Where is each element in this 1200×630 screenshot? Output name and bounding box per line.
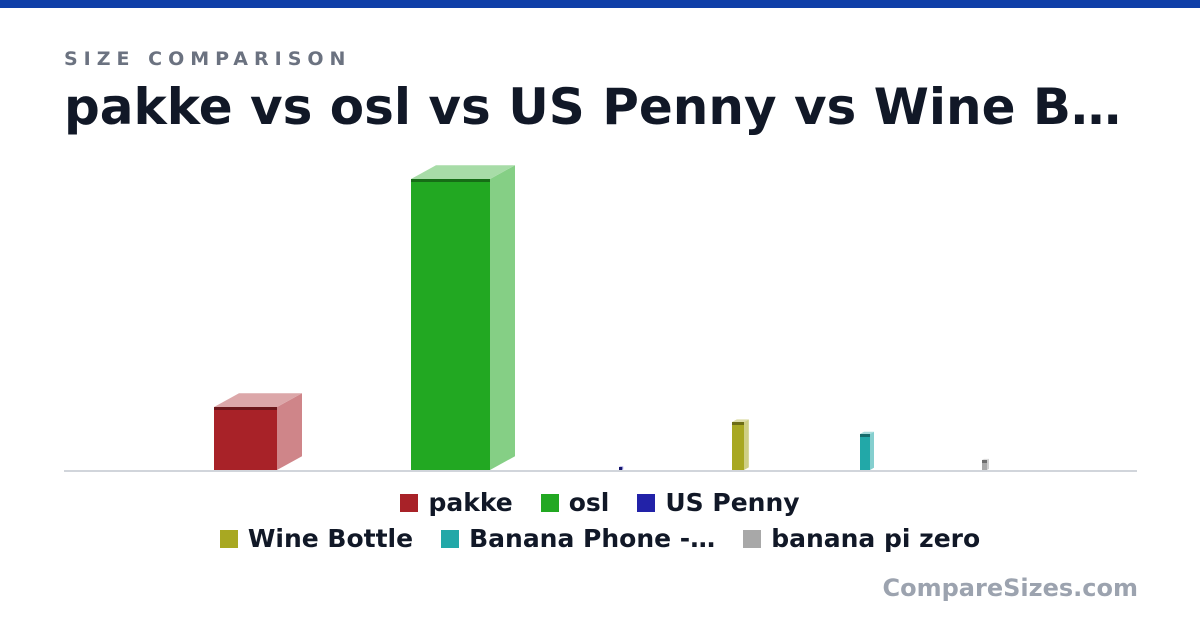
box	[411, 179, 490, 470]
box	[732, 422, 744, 470]
box-edge	[619, 467, 622, 470]
box-side	[622, 466, 624, 470]
box	[982, 460, 987, 470]
legend-label: Banana Phone -…	[469, 524, 716, 553]
box-side	[744, 419, 749, 470]
legend: pakke osl US Penny	[0, 488, 1200, 517]
box	[214, 407, 277, 470]
box-edge	[214, 407, 277, 410]
legend-swatch	[637, 493, 656, 512]
legend-label: osl	[568, 488, 610, 517]
box-edge	[982, 460, 987, 463]
box	[860, 434, 870, 470]
legend-swatch	[400, 493, 419, 512]
legend-label: Wine Bottle	[247, 524, 414, 553]
subtitle: SIZE COMPARISON	[64, 48, 352, 70]
watermark: CompareSizes.com	[882, 574, 1138, 602]
box-side	[490, 165, 515, 470]
box-top	[619, 466, 624, 467]
box-top	[411, 165, 515, 179]
box-edge	[860, 434, 870, 437]
box-top	[732, 419, 749, 422]
legend-item: pakke	[400, 488, 513, 517]
box-side	[277, 393, 302, 470]
legend-swatch	[743, 529, 762, 548]
legend-label: banana pi zero	[771, 524, 981, 553]
box-top	[982, 458, 989, 460]
box-top	[214, 393, 302, 407]
legend-swatch	[441, 529, 460, 548]
legend-item: banana pi zero	[743, 524, 980, 553]
box-top	[860, 431, 874, 434]
legend-label: US Penny	[665, 488, 800, 517]
legend-label: pakke	[428, 488, 513, 517]
chart-title: pakke vs osl vs US Penny vs Wine B…	[64, 78, 1122, 136]
box	[619, 467, 622, 470]
legend-swatch	[540, 493, 559, 512]
box-edge	[411, 179, 490, 182]
box-edge	[732, 422, 744, 425]
legend-item: Wine Bottle	[219, 524, 414, 553]
box-side	[987, 458, 989, 470]
legend-item: US Penny	[637, 488, 800, 517]
box-side	[870, 431, 874, 470]
legend-swatch	[219, 529, 238, 548]
legend-item: osl	[540, 488, 610, 517]
legend: Wine Bottle Banana Phone -… banana pi zero	[0, 524, 1200, 553]
top-bar	[0, 0, 1200, 8]
legend-item: Banana Phone -…	[441, 524, 715, 553]
